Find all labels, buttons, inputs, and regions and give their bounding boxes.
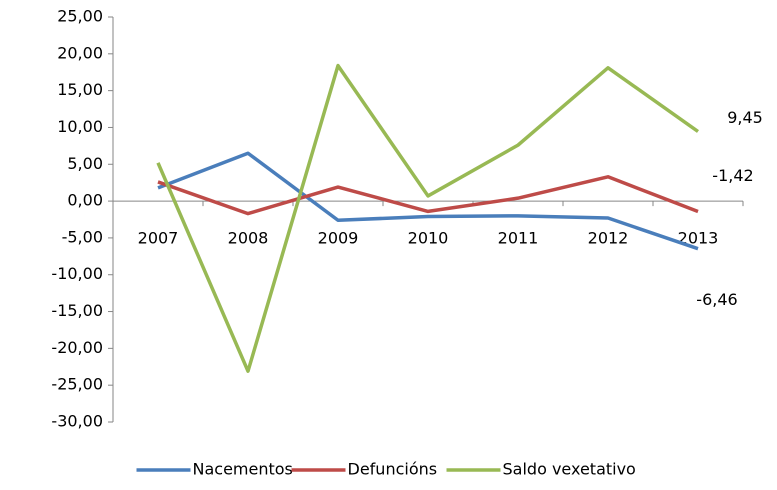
y-tick-label: -5,00 — [62, 227, 103, 246]
y-tick-label: -15,00 — [51, 301, 103, 320]
y-tick-label: 10,00 — [57, 117, 103, 136]
series-line — [157, 175, 699, 216]
y-tick-label: -25,00 — [51, 375, 103, 394]
legend-label: Nacementos — [193, 460, 293, 479]
x-tick-label: 2012 — [588, 229, 629, 248]
y-tick-label: 5,00 — [67, 154, 103, 173]
x-tick-label: 2007 — [138, 229, 179, 248]
series-line — [157, 151, 699, 251]
y-tick-label: 20,00 — [57, 43, 103, 62]
x-tick-label: 2013 — [678, 229, 719, 248]
x-tick-label: 2009 — [318, 229, 359, 248]
legend-label: Saldo vexetativo — [503, 460, 636, 479]
data-label: -1,42 — [712, 166, 753, 185]
y-tick-label: 15,00 — [57, 80, 103, 99]
data-label: 9,45 — [727, 108, 763, 127]
y-tick-label: 25,00 — [57, 7, 103, 26]
y-tick-label: 0,00 — [67, 191, 103, 210]
legend-label: Defuncións — [348, 460, 438, 479]
x-tick-label: 2011 — [498, 229, 539, 248]
data-label: -6,46 — [696, 290, 737, 309]
series-line — [156, 63, 700, 373]
y-tick-label: -20,00 — [51, 338, 103, 357]
y-tick-label: -10,00 — [51, 264, 103, 283]
x-tick-label: 2008 — [228, 229, 269, 248]
x-tick-label: 2010 — [408, 229, 449, 248]
y-tick-label: -30,00 — [51, 412, 103, 431]
